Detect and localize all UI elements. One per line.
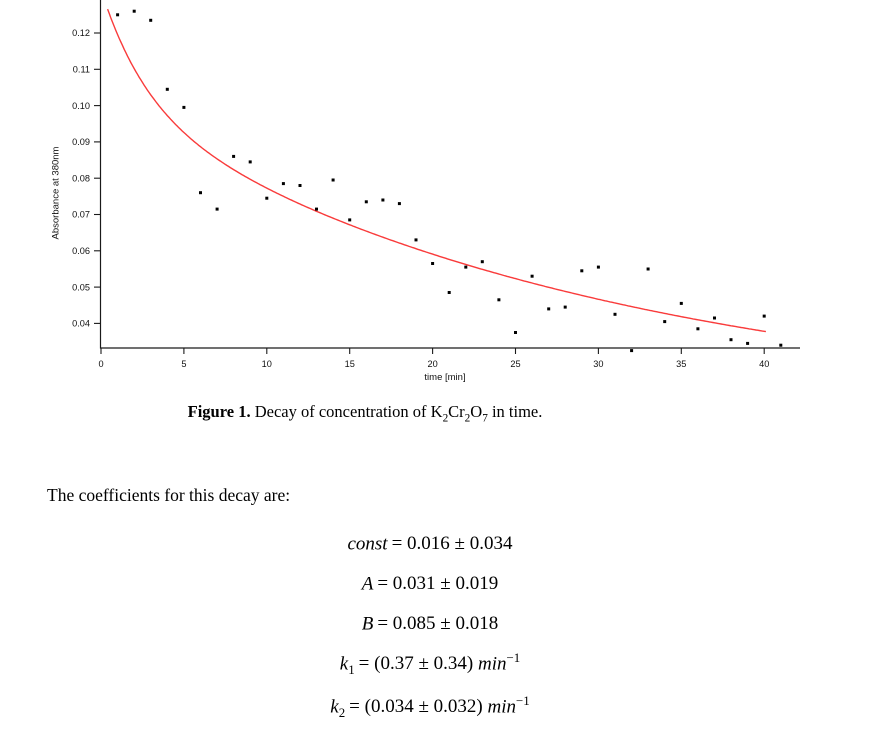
equation-unit: min [477,653,507,675]
data-point [447,291,451,294]
data-point [116,13,120,17]
data-point [563,305,567,309]
data-point [199,191,202,195]
data-point [165,87,169,91]
data-point [298,184,302,187]
data-point [215,207,219,211]
data-point [431,262,435,265]
equation-value: = 0.031 ± 0.019 [377,573,499,595]
y-tick-label: 0.08 [72,173,90,183]
equation-value: = 0.085 ± 0.018 [377,613,499,635]
data-point [364,200,368,204]
equation-variable: B [361,613,374,635]
figure-1-plot: 0.04 0.05 0.06 0.07 0.08 0.09 0.10 0.11 0.12 0 5 10… [50,0,800,383]
equation-k2: k2 = (0.034 ± 0.032) min−1 [0,693,860,721]
data-point [713,316,716,320]
equation-superscript: −1 [515,693,530,708]
data-point [248,160,252,164]
data-point [497,298,501,302]
data-point [331,178,335,182]
data-point [265,196,269,200]
equation-value: = (0.37 ± 0.34) [358,653,478,675]
equation-unit: min [487,696,516,718]
x-tick-label: 0 [98,359,103,369]
y-tick-label: 0.09 [72,137,90,147]
data-point [480,260,484,264]
data-point [397,202,401,206]
data-point [613,312,617,316]
x-tick-label: 15 [345,359,355,369]
data-point [663,320,667,324]
equation-B: B = 0.085 ± 0.018 [0,610,860,638]
equation-subscript: 1 [348,662,355,678]
equation-const: const = 0.016 ± 0.034 [0,530,860,558]
data-point [514,331,517,334]
data-point [746,341,750,345]
data-point [464,265,468,269]
data-point [646,267,650,271]
x-tick-label: 10 [262,359,272,369]
equation-value: = (0.034 ± 0.032) [349,696,488,718]
data-point [596,265,600,269]
body-paragraph: The coefficients for this decay are: [47,485,291,505]
data-point [630,349,634,353]
data-point [547,307,551,311]
fit-curve [106,8,767,333]
data-point [315,207,318,211]
data-point [348,218,352,222]
caption-text: Cr [448,402,465,421]
caption-subscript: 2 [464,412,471,425]
data-point [580,269,584,273]
y-tick-label: 0.10 [72,101,90,111]
y-tick-label: 0.04 [72,319,90,329]
x-tick-label: 5 [181,359,186,369]
y-tick-label: 0.07 [72,210,90,220]
caption-text: O [470,402,483,421]
y-tick-label: 0.06 [72,246,90,256]
data-point [762,314,766,318]
x-tick-label: 25 [510,359,520,369]
y-tick-label: 0.12 [72,28,90,38]
scatter-plot-canvas: 0.04 0.05 0.06 0.07 0.08 0.09 0.10 0.11 0.12 0 5 10… [72,0,800,369]
equation-variable: A [361,573,374,595]
data-point [414,238,418,242]
data-point [232,154,236,158]
x-axis-title: time [min] [424,372,466,383]
data-point [381,198,385,202]
equation-A: A = 0.031 ± 0.019 [0,570,860,598]
x-tick-label: 20 [427,359,437,369]
equation-subscript: 2 [338,705,346,721]
x-tick-label: 30 [593,359,603,369]
equation-k1: k1 = (0.37 ± 0.34) min−1 [0,650,860,678]
data-point [132,9,136,13]
equation-superscript: −1 [506,650,521,665]
caption-text: Decay of concentration of K [250,402,443,421]
figure-caption-label: Figure 1. [187,402,251,421]
y-tick-label: 0.11 [73,65,90,75]
caption-subscript: 7 [482,412,488,425]
x-tick-label: 35 [676,359,686,369]
equation-variable: const [347,533,388,555]
equation-value: = 0.016 ± 0.034 [391,533,513,555]
y-axis-title: Absorbance at 380nm [50,146,62,240]
data-point [182,105,186,109]
data-point [281,182,285,186]
equation-variable: k [339,653,349,675]
data-point [679,301,683,305]
y-tick-label: 0.05 [72,282,90,292]
data-point [779,343,783,347]
data-point [530,274,534,278]
data-point [149,18,153,22]
data-point [696,327,700,331]
figure-caption: Figure 1. Decay of concentration of K2Cr… [0,402,730,424]
caption-subscript: 2 [442,412,449,425]
caption-text: in time. [487,402,543,421]
data-point [729,338,733,342]
x-tick-label: 40 [759,359,769,369]
equation-variable: k [330,696,339,718]
